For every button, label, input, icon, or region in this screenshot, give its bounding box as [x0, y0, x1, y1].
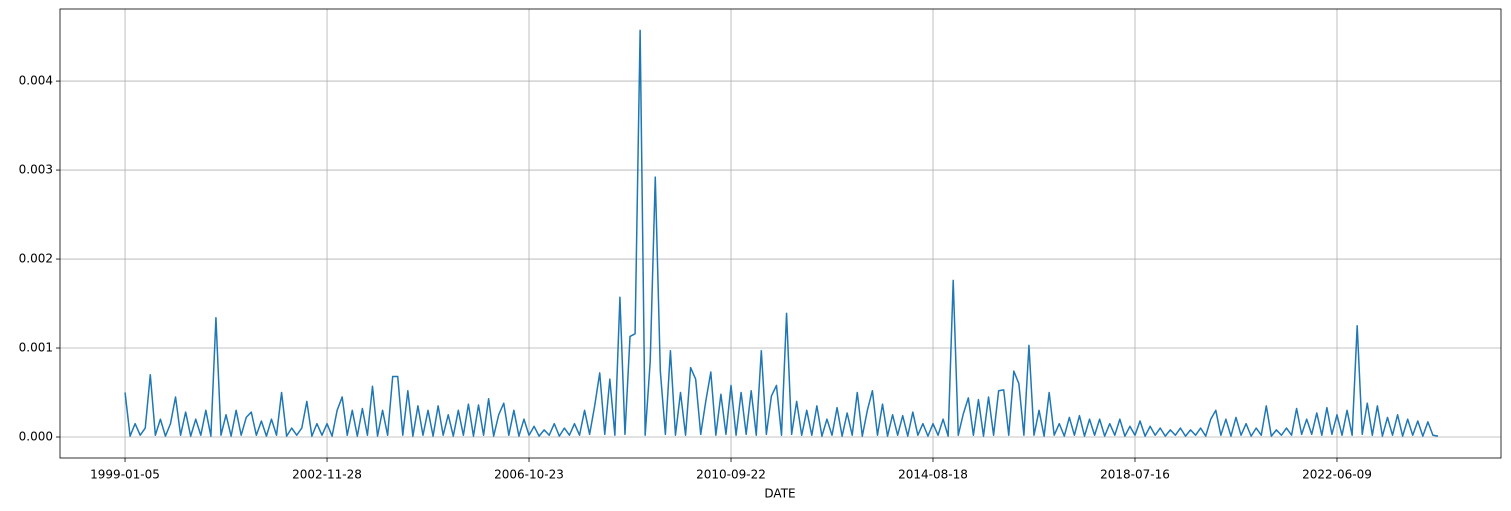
x-tick-label: 2002-11-28 [292, 468, 362, 482]
y-tick-label: 0.003 [19, 163, 53, 177]
x-tick-label: 2022-06-09 [1302, 468, 1372, 482]
line-series [124, 29, 1439, 437]
plot-frame [59, 8, 1502, 459]
x-tick-label: 2010-09-22 [696, 468, 766, 482]
y-tick-label: 0.002 [19, 252, 53, 266]
y-tick-label: 0.004 [19, 74, 53, 88]
x-tick-label: 2018-07-16 [1100, 468, 1170, 482]
x-axis-label: DATE [764, 487, 795, 501]
y-tick-label: 0.000 [19, 430, 53, 444]
x-tick-label: 2014-08-18 [898, 468, 968, 482]
x-tick-label: 1999-01-05 [90, 468, 160, 482]
y-tick-label: 0.001 [19, 341, 53, 355]
x-tick-label: 2006-10-23 [494, 468, 564, 482]
